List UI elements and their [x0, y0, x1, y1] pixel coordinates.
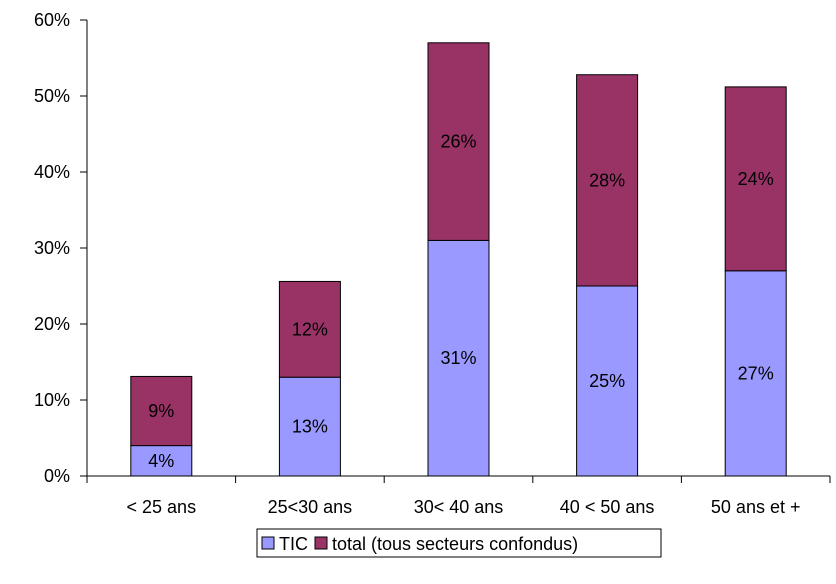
data-label-total: 9% [148, 401, 174, 421]
y-tick-label: 10% [34, 390, 70, 410]
y-tick-label: 0% [44, 466, 70, 486]
x-tick-label: < 25 ans [127, 497, 197, 517]
legend-label-tic: TIC [279, 534, 308, 554]
bar-segment-tic [427, 239, 490, 477]
legend-label-total: total (tous secteurs confondus) [332, 534, 578, 554]
bar-segment-tic [724, 270, 787, 477]
legend-swatch-tic [261, 536, 275, 550]
y-tick-label: 40% [34, 162, 70, 182]
data-label-total: 24% [738, 169, 774, 189]
y-tick-label: 30% [34, 238, 70, 258]
bar-segment-total [278, 280, 341, 378]
x-ticks: < 25 ans 25<30 ans 30< 40 ans 40 < 50 ans 50… [86, 476, 831, 517]
bars [130, 42, 787, 477]
data-label-total: 12% [292, 319, 328, 339]
data-label-tic: 25% [589, 371, 625, 391]
y-tick-label: 60% [34, 10, 70, 30]
x-axis: < 25 ans 25<30 ans 30< 40 ans 40 < 50 ans 50… [86, 475, 831, 517]
x-tick-label: 25<30 ans [268, 497, 353, 517]
y-tick-label: 20% [34, 314, 70, 334]
data-label-tic: 4% [148, 451, 174, 471]
y-ticks: 0% 10% 20% 30% 40% 50% 60% [34, 10, 87, 486]
y-axis: 0% 10% 20% 30% 40% 50% 60% [34, 10, 88, 486]
bar-segment-total [427, 42, 490, 241]
legend-swatch-total [314, 536, 328, 550]
bar-segment-total [576, 74, 639, 287]
bar-segment-tic [130, 445, 193, 477]
bar-segment-tic [278, 376, 341, 477]
data-label-tic: 27% [738, 363, 774, 383]
bar-segment-total [724, 86, 787, 272]
y-tick-label: 50% [34, 86, 70, 106]
data-label-total: 26% [440, 132, 476, 152]
data-label-tic: 13% [292, 417, 328, 437]
legend: TIC total (tous secteurs confondus) [256, 528, 662, 558]
x-tick-label: 50 ans et + [711, 497, 801, 517]
x-tick-label: 30< 40 ans [414, 497, 504, 517]
data-label-total: 28% [589, 170, 625, 190]
data-label-tic: 31% [440, 348, 476, 368]
x-tick-label: 40 < 50 ans [560, 497, 655, 517]
data-labels: 4% 9% 13% 12% 31% 26% 25% 28% 27% 24% [148, 132, 773, 471]
bar-segment-total [130, 375, 193, 447]
